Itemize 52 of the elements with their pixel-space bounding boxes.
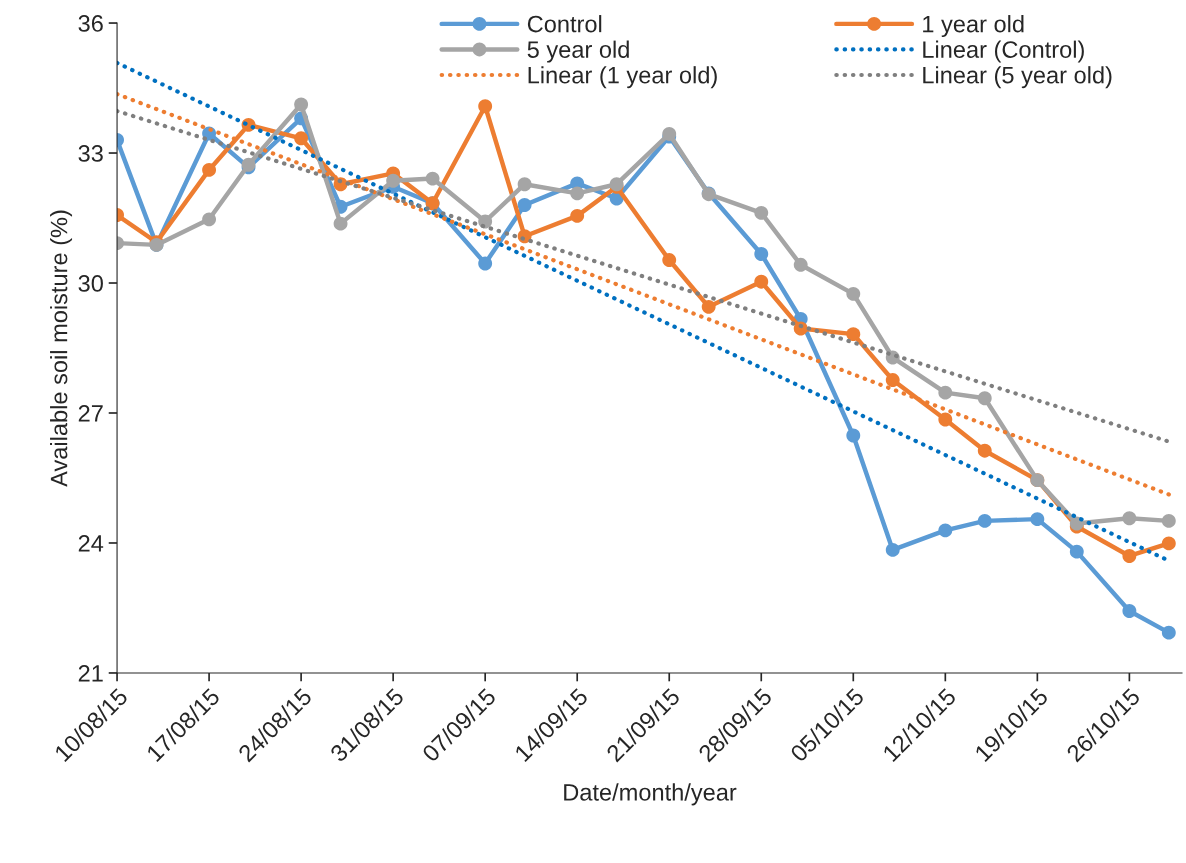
point [386, 173, 401, 188]
y-tick-label: 33 [78, 145, 103, 162]
y-tick-label: 27 [78, 405, 103, 422]
point [846, 286, 861, 301]
legend-label: 5 year old [527, 40, 629, 63]
point [517, 177, 532, 192]
point [938, 523, 953, 538]
point [754, 274, 769, 289]
legend-label: 1 year old [923, 15, 1024, 38]
point [478, 256, 493, 271]
point [885, 542, 900, 557]
point [1122, 511, 1137, 526]
point [754, 247, 769, 261]
point [1122, 549, 1137, 563]
point [977, 391, 992, 406]
point [294, 131, 309, 146]
y-tick-label: 36 [78, 15, 103, 32]
point [570, 186, 585, 201]
y-tick-label: 30 [78, 275, 103, 292]
point [1161, 536, 1176, 551]
point [202, 162, 217, 177]
point [425, 171, 440, 186]
y-tick-label: 24 [78, 535, 104, 552]
legend-label: Linear (5 year old) [923, 66, 1112, 89]
point [793, 257, 808, 272]
point [202, 212, 217, 227]
point [938, 385, 953, 400]
y-tick-label: 21 [78, 665, 103, 682]
point [662, 253, 677, 267]
point [846, 428, 861, 443]
point [885, 373, 900, 388]
point [938, 412, 953, 427]
point [1161, 513, 1176, 528]
point [333, 216, 348, 231]
legend-label: Linear (Control) [923, 40, 1084, 63]
point [1030, 512, 1045, 527]
point [701, 299, 716, 314]
point [754, 205, 769, 220]
point [294, 97, 309, 112]
point [1161, 625, 1176, 640]
x-axis-title: Date/month/year [564, 783, 737, 806]
legend-label: Control [527, 15, 602, 33]
point [846, 327, 861, 342]
point [1122, 604, 1137, 618]
legend-label: Linear (1 year old) [528, 66, 717, 89]
point [977, 513, 992, 528]
point [517, 198, 532, 212]
point [570, 208, 585, 223]
point [977, 443, 992, 458]
point [478, 99, 493, 114]
y-axis-title: Available soil moisture (%) [50, 210, 73, 487]
point [1069, 544, 1084, 559]
